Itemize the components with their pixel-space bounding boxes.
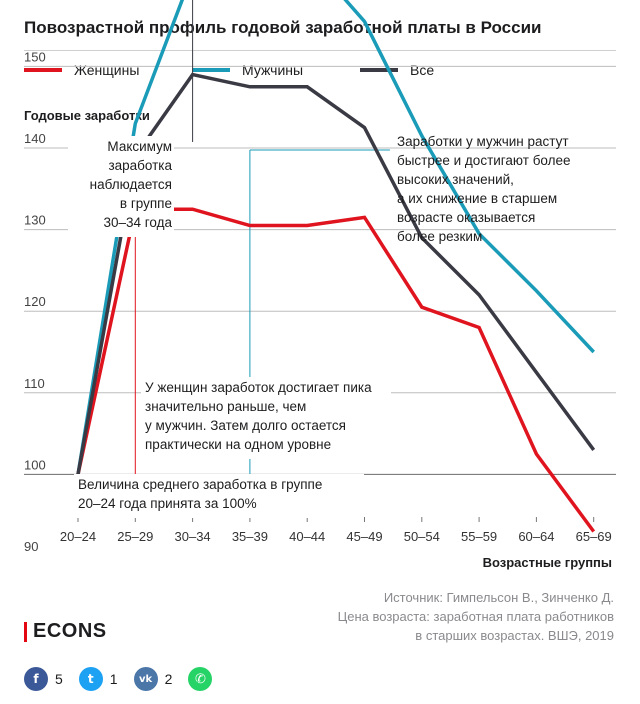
share-count: 2 <box>164 671 173 687</box>
legend-swatch-men <box>192 68 230 72</box>
x-tick-label: 30–34 <box>175 529 211 544</box>
whatsapp-icon: ✆ <box>188 667 213 691</box>
logo-bar <box>24 621 27 642</box>
annotation-line: возрасте оказывается <box>397 210 535 225</box>
annotation-line: Величина среднего заработка в группе <box>78 477 322 492</box>
y-tick-label: 130 <box>24 213 46 228</box>
share-whatsapp-button[interactable]: ✆ <box>188 667 213 691</box>
annotation-line: а их снижение в старшем <box>397 191 557 206</box>
y-axis-label: Годовые заработки <box>24 108 150 123</box>
source-note: Источник: Гимпельсон В., Зинченко Д. Цен… <box>314 588 614 645</box>
annotation-line: высоких значений, <box>397 172 514 187</box>
annotation-line: быстрее и достигают более <box>397 153 571 168</box>
annotation: Заработки у мужчин растут быстрее и дости… <box>397 134 571 244</box>
x-tick-label: 35–39 <box>232 529 268 544</box>
econs-logo[interactable]: ECONS <box>24 620 107 643</box>
y-tick-label: 140 <box>24 131 46 146</box>
y-tick-label: 110 <box>24 376 45 391</box>
share-twitter-button[interactable]: t 1 <box>78 667 118 691</box>
series-line-all <box>76 72 596 475</box>
twitter-icon: t <box>78 667 103 691</box>
source-line: в старших возрастах. ВШЭ, 2019 <box>415 628 614 643</box>
annotation-background <box>68 136 174 237</box>
x-axis-label: Возрастные группы <box>482 555 612 570</box>
annotation-line: 20–24 года принята за 100% <box>78 496 257 511</box>
source-line: Источник: Гимпельсон В., Зинченко Д. <box>383 590 614 605</box>
title-divider <box>24 50 616 51</box>
y-tick-label: 120 <box>24 294 46 309</box>
annotation-line: в группе <box>120 196 172 211</box>
x-tick-label: 40–44 <box>289 529 325 544</box>
annotation-line: заработка <box>108 158 172 173</box>
share-facebook-button[interactable]: f 5 <box>24 667 63 691</box>
share-bar: f 5 t 1 vk 2 ✆ <box>24 667 228 691</box>
x-tick-label: 60–64 <box>518 529 554 544</box>
source-line: Цена возраста: заработная плата работник… <box>337 609 614 624</box>
annotation-line: 30–34 года <box>103 215 172 230</box>
x-tick-label: 45–49 <box>346 529 382 544</box>
x-tick-label: 65–69 <box>576 529 612 544</box>
line-chart: 9010011012013014015016017020–2425–2930–3… <box>24 0 616 554</box>
y-tick-label: 100 <box>24 457 46 472</box>
annotation-line: более резким <box>397 229 482 244</box>
series-line-men <box>76 0 595 475</box>
legend-swatch-women <box>24 68 62 72</box>
y-tick-label: 90 <box>24 539 38 554</box>
chart-title: Повозрастной профиль годовой заработной … <box>24 18 542 37</box>
annotation-background <box>74 474 364 518</box>
annotation: Величина среднего заработка в группе 20–2… <box>74 474 364 518</box>
x-tick-label: 55–59 <box>461 529 497 544</box>
share-count: 5 <box>55 671 63 687</box>
annotation-line: у мужчин. Затем долго остается <box>145 418 346 433</box>
annotation: У женщин заработок достигает пика значите… <box>141 377 391 459</box>
annotation-line: У женщин заработок достигает пика <box>145 380 372 395</box>
annotation-line: Максимум <box>107 139 172 154</box>
annotation-line: значительно раньше, чем <box>145 399 306 414</box>
annotation: Максимум заработка наблюдается в группе 30–3… <box>68 136 174 237</box>
annotation-line: наблюдается <box>90 177 172 192</box>
annotation-line: Заработки у мужчин растут <box>397 134 569 149</box>
x-tick-label: 25–29 <box>117 529 153 544</box>
facebook-icon: f <box>24 667 48 691</box>
logo-text: ECONS <box>33 620 107 642</box>
annotation-line: практически на одном уровне <box>145 437 331 452</box>
share-count: 1 <box>109 671 118 687</box>
x-tick-label: 20–24 <box>60 529 96 544</box>
y-tick-label: 150 <box>24 49 46 64</box>
vk-icon: vk <box>133 667 158 691</box>
annotation-background <box>141 377 391 459</box>
legend-swatch-all <box>360 68 398 72</box>
share-vk-button[interactable]: vk 2 <box>133 667 173 691</box>
x-tick-label: 50–54 <box>404 529 440 544</box>
